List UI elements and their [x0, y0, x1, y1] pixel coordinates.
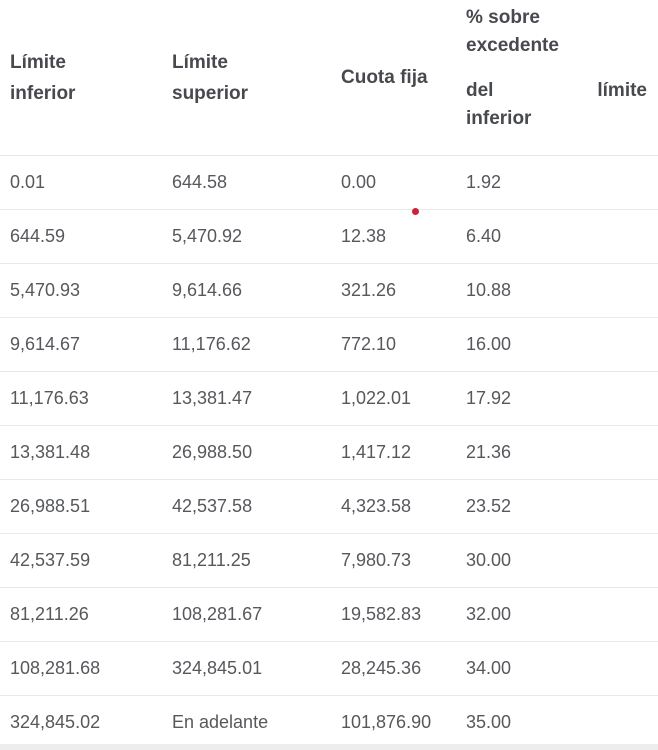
table-row: 0.01 644.58 0.00 1.92 [0, 156, 658, 210]
table-row: 81,211.26 108,281.67 19,582.83 32.00 [0, 588, 658, 642]
table-row: 108,281.68 324,845.01 28,245.36 34.00 [0, 642, 658, 696]
header-line: inferior [466, 108, 532, 129]
table-row: 644.59 5,470.92 12.38 6.40 [0, 210, 658, 264]
cell-cuota-fija: 0.00 [341, 172, 377, 192]
cell-porcentaje: 16.00 [466, 334, 512, 354]
cell-porcentaje: 1.92 [466, 172, 502, 192]
cell-limite-inferior: 324,845.02 [10, 712, 101, 732]
cell-porcentaje: 30.00 [466, 550, 512, 570]
bottom-divider-band [0, 744, 658, 750]
table-header-row: Límite inferior Límite superior Cuota fi… [0, 0, 658, 156]
cell-limite-inferior: 42,537.59 [10, 550, 91, 570]
cell-limite-superior: 644.58 [172, 172, 228, 192]
cell-limite-superior: 324,845.01 [172, 658, 263, 678]
table-row: 11,176.63 13,381.47 1,022.01 17.92 [0, 372, 658, 426]
header-line: Cuota fija [341, 67, 428, 88]
cell-limite-superior: 26,988.50 [172, 442, 253, 462]
cell-limite-inferior: 81,211.26 [10, 604, 89, 624]
header-line: inferior [10, 82, 76, 104]
cell-cuota-fija: 1,022.01 [341, 388, 412, 408]
cell-limite-inferior: 11,176.63 [10, 388, 89, 408]
table-row: 5,470.93 9,614.66 321.26 10.88 [0, 264, 658, 318]
cell-limite-superior: En adelante [172, 712, 269, 732]
cell-limite-inferior: 644.59 [10, 226, 66, 246]
cell-limite-inferior: 5,470.93 [10, 280, 81, 300]
table-row: 26,988.51 42,537.58 4,323.58 23.52 [0, 480, 658, 534]
cell-cuota-fija: 4,323.58 [341, 496, 412, 516]
cell-limite-superior: 9,614.66 [172, 280, 243, 300]
cell-limite-superior: 81,211.25 [172, 550, 251, 570]
red-dot-marker [412, 208, 419, 215]
cell-porcentaje: 21.36 [466, 442, 512, 462]
cell-limite-inferior: 26,988.51 [10, 496, 91, 516]
cell-cuota-fija: 1,417.12 [341, 442, 412, 462]
cell-cuota-fija: 12.38 [341, 226, 387, 246]
column-header-limite-superior: Límite superior [162, 0, 331, 155]
cell-limite-inferior: 108,281.68 [10, 658, 101, 678]
header-line-right: límite [597, 80, 647, 101]
header-line: excedente [466, 35, 559, 56]
cell-porcentaje: 23.52 [466, 496, 512, 516]
cell-porcentaje: 17.92 [466, 388, 512, 408]
table-row: 9,614.67 11,176.62 772.10 16.00 [0, 318, 658, 372]
cell-cuota-fija: 28,245.36 [341, 658, 422, 678]
table-row: 324,845.02 En adelante 101,876.90 35.00 [0, 696, 658, 750]
cell-limite-superior: 11,176.62 [172, 334, 251, 354]
cell-porcentaje: 34.00 [466, 658, 512, 678]
cell-porcentaje: 35.00 [466, 712, 512, 732]
cell-limite-superior: 108,281.67 [172, 604, 263, 624]
cell-cuota-fija: 101,876.90 [341, 712, 432, 732]
cell-limite-superior: 42,537.58 [172, 496, 253, 516]
cell-porcentaje: 10.88 [466, 280, 512, 300]
header-line-left: del [466, 80, 494, 101]
cell-porcentaje: 32.00 [466, 604, 512, 624]
table-row: 42,537.59 81,211.25 7,980.73 30.00 [0, 534, 658, 588]
header-justified-line: del límite [466, 77, 647, 105]
cell-cuota-fija: 772.10 [341, 334, 397, 354]
cell-cuota-fija: 7,980.73 [341, 550, 412, 570]
cell-cuota-fija: 19,582.83 [341, 604, 422, 624]
cell-limite-inferior: 9,614.67 [10, 334, 81, 354]
cell-limite-superior: 13,381.47 [172, 388, 253, 408]
column-header-porcentaje-excedente: % sobre excedente del límite inferior [456, 0, 658, 155]
header-line: superior [172, 82, 249, 104]
header-line: Límite [172, 51, 228, 73]
cell-porcentaje: 6.40 [466, 226, 502, 246]
cell-cuota-fija: 321.26 [341, 280, 397, 300]
cell-limite-inferior: 0.01 [10, 172, 46, 192]
column-header-cuota-fija: Cuota fija [331, 0, 456, 155]
cell-limite-inferior: 13,381.48 [10, 442, 91, 462]
header-line: Límite [10, 51, 66, 73]
cell-limite-superior: 5,470.92 [172, 226, 243, 246]
table-row: 13,381.48 26,988.50 1,417.12 21.36 [0, 426, 658, 480]
table-body: 0.01 644.58 0.00 1.92 644.59 5,470.92 12… [0, 156, 658, 750]
header-line: % sobre [466, 7, 540, 28]
column-header-limite-inferior: Límite inferior [0, 0, 162, 155]
